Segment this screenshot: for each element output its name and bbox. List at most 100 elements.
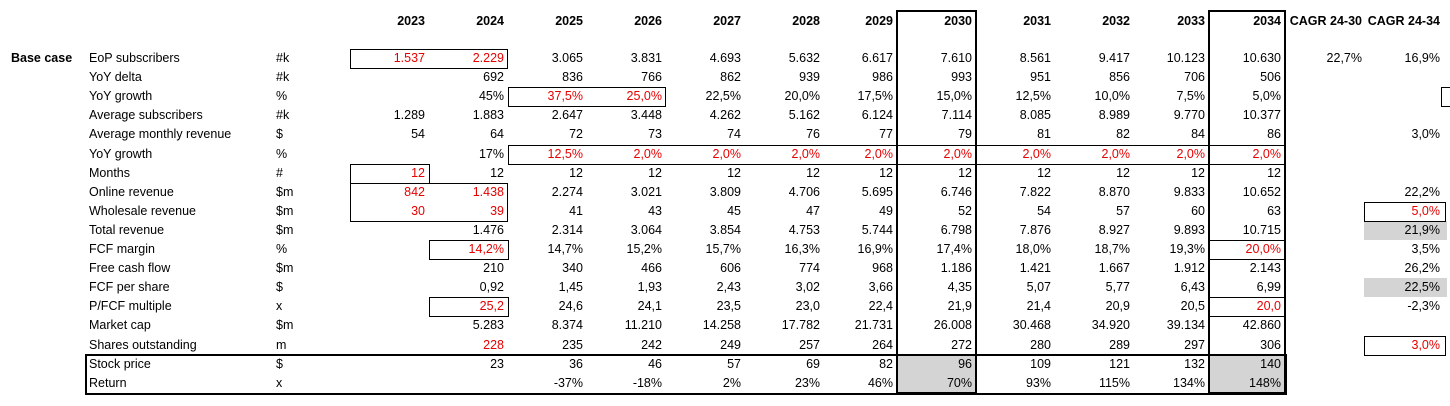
value-cell[interactable]: 12 bbox=[490, 166, 504, 180]
value-cell[interactable]: 20,5 bbox=[1180, 299, 1205, 313]
value-cell[interactable]: 42.860 bbox=[1242, 318, 1281, 332]
value-cell[interactable]: 4,35 bbox=[947, 280, 972, 294]
value-cell[interactable]: 148% bbox=[1249, 376, 1281, 390]
value-cell[interactable]: 24,6 bbox=[558, 299, 583, 313]
value-cell[interactable]: 7.114 bbox=[941, 108, 972, 122]
value-cell[interactable]: 5.744 bbox=[861, 223, 893, 237]
value-cell[interactable]: 1.667 bbox=[1098, 261, 1130, 275]
value-cell[interactable]: 17.782 bbox=[781, 318, 820, 332]
value-cell[interactable]: 64 bbox=[490, 127, 504, 141]
value-cell[interactable]: 836 bbox=[562, 70, 583, 84]
row-label[interactable]: YoY growth bbox=[89, 89, 153, 103]
value-cell[interactable]: 3.021 bbox=[630, 185, 662, 199]
value-cell[interactable]: 60 bbox=[1191, 204, 1205, 218]
value-cell[interactable]: 4.706 bbox=[788, 185, 820, 199]
value-cell[interactable]: 2,0% bbox=[1252, 147, 1282, 161]
value-cell[interactable]: 1.883 bbox=[472, 108, 504, 122]
value-cell[interactable]: 12 bbox=[1037, 166, 1051, 180]
cagr-header[interactable]: CAGR 24-30 bbox=[1289, 14, 1362, 28]
value-cell[interactable]: 210 bbox=[483, 261, 504, 275]
value-cell[interactable]: 8.085 bbox=[1019, 108, 1051, 122]
cagr-cell[interactable]: 22,5% bbox=[1404, 280, 1440, 294]
value-cell[interactable]: 17% bbox=[478, 147, 504, 161]
value-cell[interactable]: 30.468 bbox=[1012, 318, 1051, 332]
value-cell[interactable]: -18% bbox=[632, 376, 662, 390]
value-cell[interactable]: 15,7% bbox=[705, 242, 741, 256]
value-cell[interactable]: 46 bbox=[648, 357, 662, 371]
value-cell[interactable]: 12 bbox=[569, 166, 583, 180]
year-header[interactable]: 2026 bbox=[634, 14, 662, 28]
value-cell[interactable]: 12,5% bbox=[1015, 89, 1051, 103]
year-header[interactable]: 2032 bbox=[1102, 14, 1130, 28]
value-cell[interactable]: 21,4 bbox=[1026, 299, 1051, 313]
unit-cell[interactable]: #k bbox=[276, 51, 290, 65]
value-cell[interactable]: 14.258 bbox=[702, 318, 741, 332]
value-cell[interactable]: 109 bbox=[1030, 357, 1051, 371]
cagr-cell[interactable] bbox=[1288, 355, 1366, 374]
value-cell[interactable]: 79 bbox=[958, 127, 972, 141]
row-label[interactable]: Market cap bbox=[89, 318, 151, 332]
value-cell[interactable]: 6.798 bbox=[940, 223, 972, 237]
value-cell[interactable]: 82 bbox=[879, 357, 893, 371]
value-cell[interactable]: 10.715 bbox=[1242, 223, 1281, 237]
value-cell[interactable]: 5,77 bbox=[1105, 280, 1130, 294]
year-header[interactable]: 2030 bbox=[944, 14, 972, 28]
value-cell[interactable]: 84 bbox=[1191, 127, 1205, 141]
value-cell[interactable]: 3.448 bbox=[630, 108, 662, 122]
value-cell[interactable]: 706 bbox=[1184, 70, 1205, 84]
value-cell[interactable]: 249 bbox=[720, 338, 741, 352]
value-cell[interactable]: 2,0% bbox=[791, 147, 821, 161]
value-cell[interactable]: 41 bbox=[569, 204, 583, 218]
value-cell[interactable] bbox=[351, 374, 429, 393]
value-cell[interactable]: 24,1 bbox=[637, 299, 662, 313]
value-cell[interactable]: 18,0% bbox=[1015, 242, 1051, 256]
value-cell[interactable]: 23% bbox=[794, 376, 820, 390]
value-cell[interactable]: 22,4 bbox=[868, 299, 893, 313]
value-cell[interactable]: 951 bbox=[1030, 70, 1051, 84]
cagr-cell[interactable] bbox=[1288, 164, 1366, 183]
value-cell[interactable]: 23,5 bbox=[716, 299, 741, 313]
value-cell[interactable]: 3,66 bbox=[868, 280, 893, 294]
value-cell[interactable]: 77 bbox=[879, 127, 893, 141]
value-cell[interactable] bbox=[351, 355, 429, 374]
value-cell[interactable]: 1,45 bbox=[558, 280, 583, 294]
value-cell[interactable]: 26.008 bbox=[933, 318, 972, 332]
cagr-cell[interactable] bbox=[1366, 68, 1444, 87]
value-cell[interactable]: 57 bbox=[727, 357, 741, 371]
value-cell[interactable]: 1.438 bbox=[472, 185, 504, 199]
value-cell[interactable]: 46% bbox=[867, 376, 893, 390]
value-cell[interactable]: 9.833 bbox=[1173, 185, 1205, 199]
value-cell[interactable]: 5.695 bbox=[861, 185, 893, 199]
value-cell[interactable]: 20,0% bbox=[1245, 242, 1281, 256]
value-cell[interactable]: 57 bbox=[1116, 204, 1130, 218]
value-cell[interactable]: 70% bbox=[946, 376, 972, 390]
row-label[interactable]: FCF margin bbox=[89, 242, 155, 256]
value-cell[interactable]: 272 bbox=[951, 338, 972, 352]
value-cell[interactable]: 289 bbox=[1109, 338, 1130, 352]
value-cell[interactable]: 14,2% bbox=[468, 242, 504, 256]
value-cell[interactable]: 39.134 bbox=[1166, 318, 1205, 332]
value-cell[interactable]: 2,0% bbox=[633, 147, 663, 161]
value-cell[interactable]: 1.537 bbox=[393, 51, 425, 65]
cagr-cell[interactable] bbox=[1288, 125, 1366, 144]
value-cell[interactable]: 9.893 bbox=[1173, 223, 1205, 237]
unit-cell[interactable]: x bbox=[276, 376, 283, 390]
value-cell[interactable]: 34.920 bbox=[1091, 318, 1130, 332]
row-label[interactable]: EoP subscribers bbox=[89, 51, 180, 65]
value-cell[interactable] bbox=[351, 316, 429, 335]
value-cell[interactable]: 140 bbox=[1260, 357, 1281, 371]
unit-cell[interactable]: % bbox=[276, 89, 288, 103]
value-cell[interactable]: 43 bbox=[648, 204, 662, 218]
value-cell[interactable]: 10.123 bbox=[1166, 51, 1205, 65]
value-cell[interactable]: 6,99 bbox=[1256, 280, 1281, 294]
value-cell[interactable]: 306 bbox=[1260, 338, 1281, 352]
value-cell[interactable]: 1,93 bbox=[637, 280, 662, 294]
value-cell[interactable] bbox=[351, 145, 429, 164]
value-cell[interactable]: 17,5% bbox=[857, 89, 893, 103]
value-cell[interactable]: 1.912 bbox=[1173, 261, 1205, 275]
cagr-cell[interactable]: 21,9% bbox=[1404, 223, 1440, 237]
value-cell[interactable]: 5.632 bbox=[788, 51, 820, 65]
cagr-cell[interactable] bbox=[1288, 68, 1366, 87]
unit-cell[interactable]: % bbox=[276, 147, 288, 161]
value-cell[interactable]: 69 bbox=[806, 357, 820, 371]
